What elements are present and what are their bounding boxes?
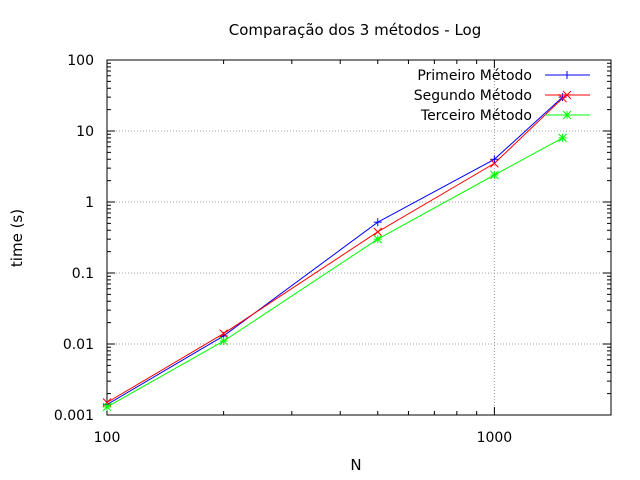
data-point	[558, 133, 567, 143]
y-axis-title: time (s)	[8, 209, 26, 267]
series-1	[103, 93, 567, 409]
plot-frame	[106, 59, 612, 416]
series-line	[106, 96, 563, 406]
data-point	[558, 93, 567, 103]
series	[102, 93, 567, 412]
legend-entry: Terceiro Método	[420, 108, 590, 124]
y-tick-label: 1	[85, 195, 94, 211]
series-2	[102, 93, 567, 407]
series-3	[102, 133, 567, 412]
y-tick-label: 100	[67, 53, 94, 69]
data-point	[373, 234, 383, 244]
axis-ticks: 0.001 0.01 0.1 1 10 100 100 1000	[54, 53, 612, 446]
legend-entry: Primeiro Método	[417, 68, 590, 84]
data-point	[219, 329, 228, 338]
y-tick-label: 0.1	[72, 266, 94, 282]
y-tick-label: 10	[76, 124, 94, 140]
data-point	[102, 402, 112, 412]
data-point	[373, 218, 382, 227]
legend-marker	[562, 90, 572, 100]
data-point	[219, 336, 228, 346]
series-line	[106, 97, 563, 403]
x-tick-label: 1000	[477, 430, 513, 446]
data-point	[490, 159, 499, 168]
chart-title: Comparação dos 3 métodos - Log	[229, 21, 481, 39]
legend-marker	[563, 71, 571, 79]
legend-entry: Segundo Método	[414, 88, 590, 104]
x-axis-title: N	[350, 456, 361, 474]
legend-label: Primeiro Método	[417, 68, 532, 84]
legend: Primeiro Método Segundo Método Terceiro Mé…	[414, 68, 590, 124]
grid	[107, 60, 611, 415]
data-point	[490, 155, 499, 164]
data-point	[490, 170, 499, 180]
legend-label: Terceiro Método	[420, 108, 532, 124]
x-tick-label: 100	[94, 430, 121, 446]
legend-marker	[562, 110, 572, 120]
legend-label: Segundo Método	[414, 88, 532, 104]
y-tick-label: 0.01	[63, 337, 94, 353]
y-tick-label: 0.001	[54, 408, 94, 424]
data-point	[373, 227, 383, 237]
